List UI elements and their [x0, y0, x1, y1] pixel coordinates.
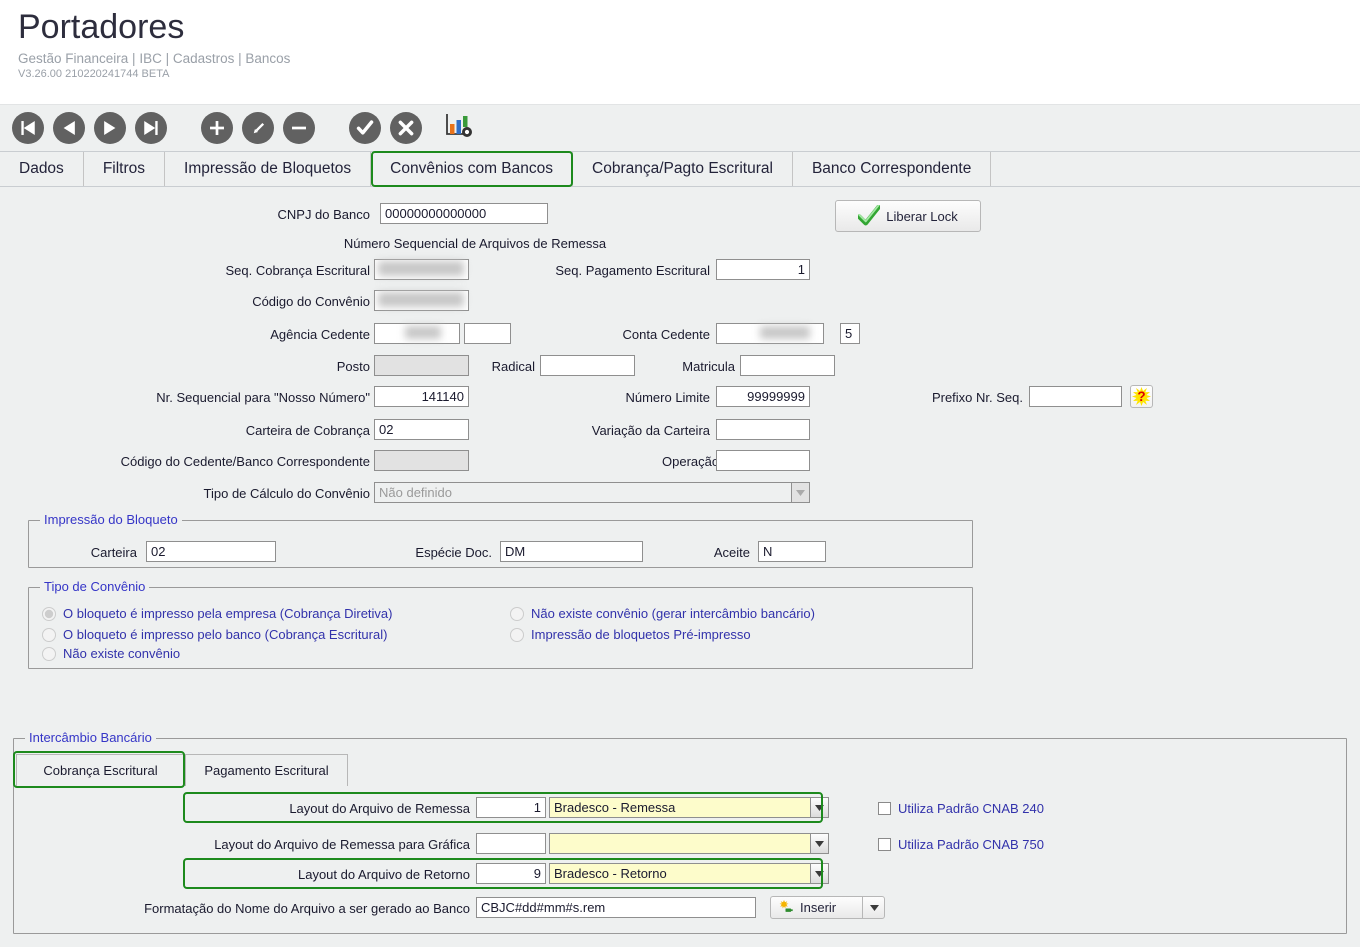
svg-text:?: ?: [1137, 389, 1145, 404]
